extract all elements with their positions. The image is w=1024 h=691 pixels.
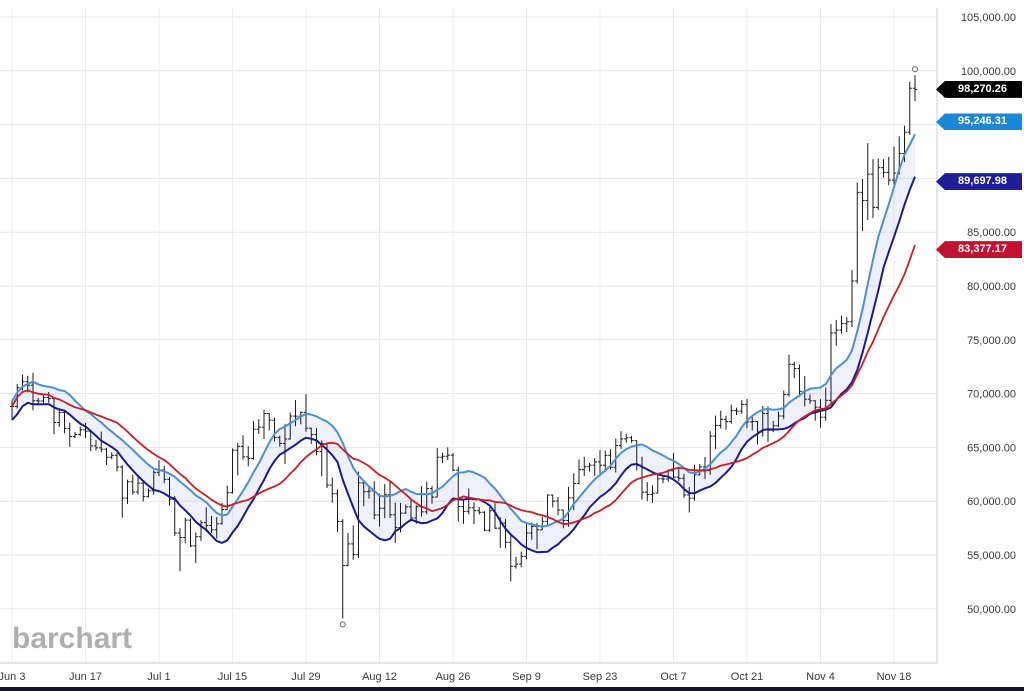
svg-text:Nov 4: Nov 4 bbox=[806, 671, 835, 683]
svg-text:Jul 1: Jul 1 bbox=[147, 671, 170, 683]
ohlc-bars bbox=[9, 75, 918, 619]
svg-text:Nov 18: Nov 18 bbox=[877, 671, 912, 683]
svg-text:70,000.00: 70,000.00 bbox=[967, 389, 1016, 401]
gridlines bbox=[0, 8, 938, 664]
svg-text:60,000.00: 60,000.00 bbox=[967, 496, 1016, 508]
svg-text:Jun 17: Jun 17 bbox=[69, 671, 102, 683]
svg-text:75,000.00: 75,000.00 bbox=[967, 335, 1016, 347]
svg-text:80,000.00: 80,000.00 bbox=[967, 281, 1016, 293]
svg-text:Jun 3: Jun 3 bbox=[0, 671, 25, 683]
svg-text:55,000.00: 55,000.00 bbox=[967, 550, 1016, 562]
extreme-marker bbox=[339, 621, 346, 628]
svg-text:Oct 7: Oct 7 bbox=[660, 671, 686, 683]
svg-text:Jul 29: Jul 29 bbox=[291, 671, 320, 683]
svg-text:Aug 26: Aug 26 bbox=[436, 671, 471, 683]
svg-text:100,000.00: 100,000.00 bbox=[961, 66, 1016, 78]
svg-text:85,000.00: 85,000.00 bbox=[967, 227, 1016, 239]
bottom-divider bbox=[0, 687, 1024, 691]
upper-band-line bbox=[11, 133, 916, 528]
red-ma-line bbox=[11, 244, 916, 526]
red-ma-flag: 83,377.17 bbox=[936, 241, 1022, 259]
x-axis-labels: Jun 3 Jun 17 Jul 1 Jul 15 Jul 29 Aug 12 Aug 26… bbox=[0, 671, 911, 683]
extreme-marker bbox=[912, 66, 918, 73]
last-price-flag: 98,270.26 bbox=[936, 80, 1022, 98]
svg-text:65,000.00: 65,000.00 bbox=[967, 442, 1016, 454]
svg-text:Sep 9: Sep 9 bbox=[512, 671, 541, 683]
lower-band-line bbox=[11, 176, 916, 554]
band-fill bbox=[12, 134, 915, 553]
barchart-logo: barchart bbox=[12, 622, 133, 655]
svg-text:105,000.00: 105,000.00 bbox=[961, 12, 1016, 24]
svg-text:50,000.00: 50,000.00 bbox=[967, 604, 1016, 616]
y-axis-labels: 50,000.00 55,000.00 60,000.00 65,000.00 70,0… bbox=[961, 12, 1016, 616]
upper-band-flag: 95,246.31 bbox=[936, 113, 1022, 131]
svg-text:Aug 12: Aug 12 bbox=[362, 671, 397, 683]
svg-text:Jul 15: Jul 15 bbox=[218, 671, 247, 683]
lower-band-flag: 89,697.98 bbox=[936, 173, 1022, 191]
svg-text:Oct 21: Oct 21 bbox=[731, 671, 763, 683]
svg-text:Sep 23: Sep 23 bbox=[583, 671, 618, 683]
